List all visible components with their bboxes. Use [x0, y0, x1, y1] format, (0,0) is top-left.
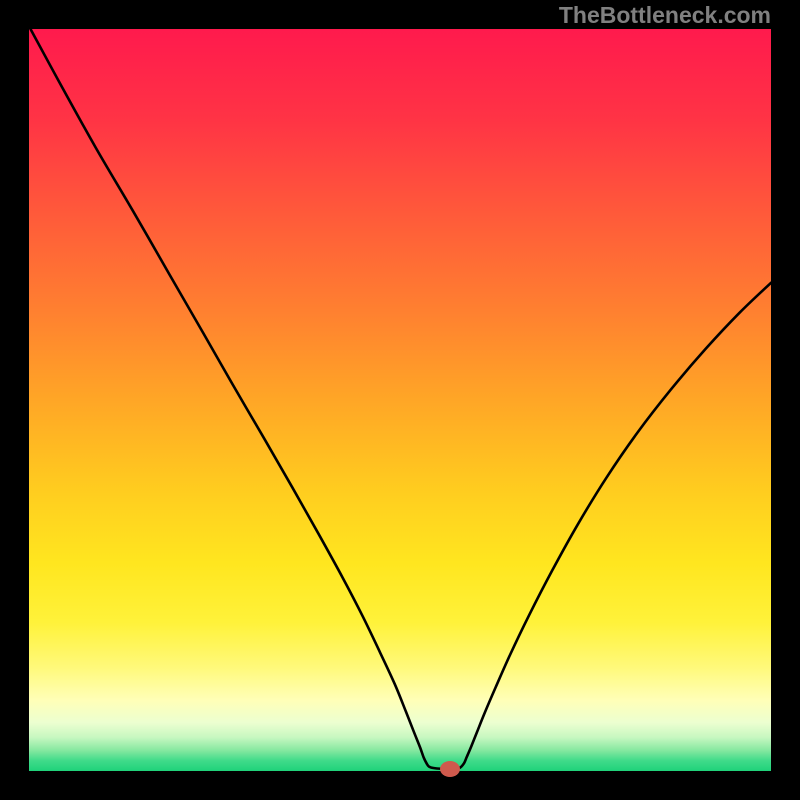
- stage: TheBottleneck.com: [0, 0, 800, 800]
- source-watermark: TheBottleneck.com: [559, 2, 771, 29]
- minimum-marker: [440, 761, 460, 777]
- bottleneck-curve: [29, 29, 771, 771]
